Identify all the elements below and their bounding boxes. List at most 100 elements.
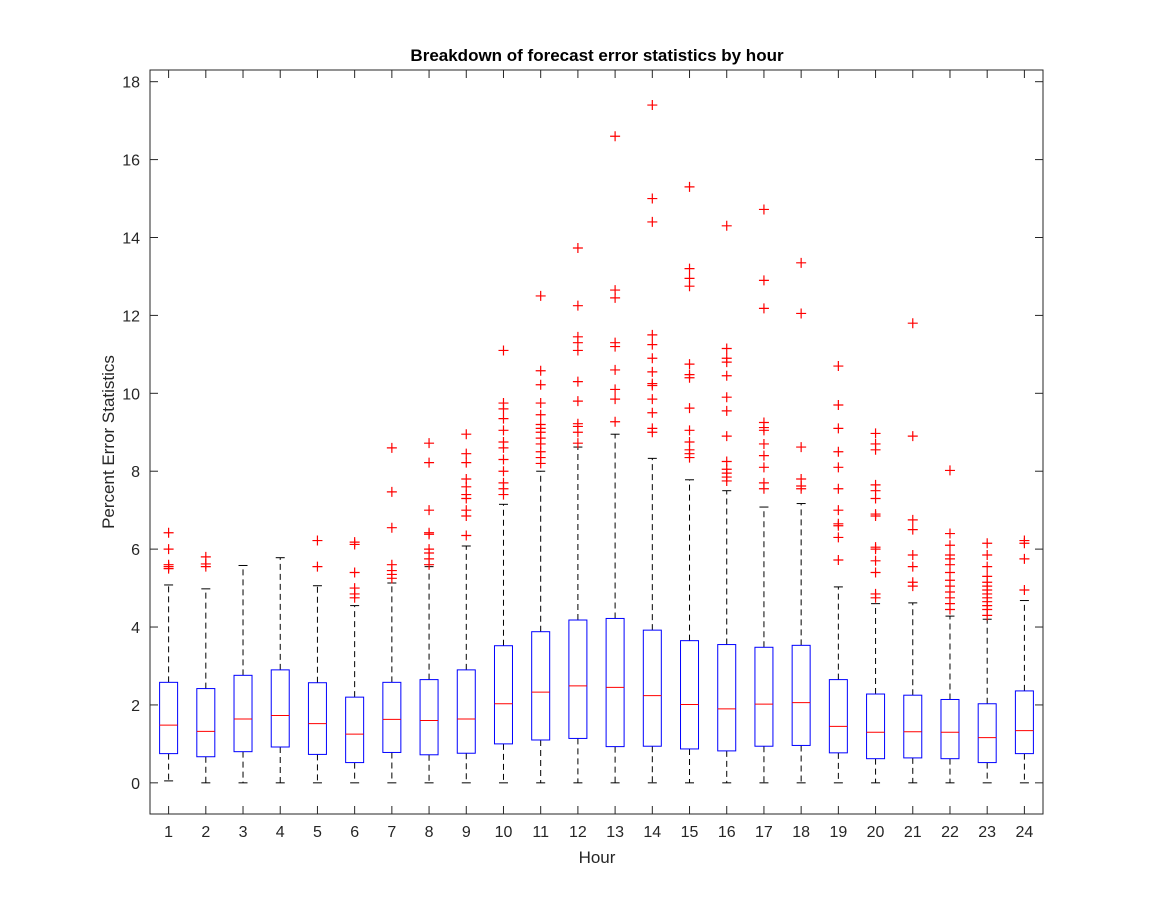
outlier-marker — [796, 308, 807, 319]
x-tick-label: 14 — [643, 824, 661, 841]
x-tick-label: 16 — [718, 824, 736, 841]
x-tick-label: 19 — [829, 824, 847, 841]
outlier-marker — [572, 438, 583, 449]
outlier-marker — [870, 479, 881, 490]
outlier-marker — [647, 100, 658, 111]
outlier-marker — [870, 428, 881, 439]
y-tick-label: 2 — [131, 698, 140, 715]
x-tick-label: 15 — [681, 824, 699, 841]
box-hour-9 — [456, 669, 476, 754]
outlier-marker — [944, 549, 955, 560]
outlier-marker — [944, 528, 955, 539]
box-hour-18 — [791, 644, 811, 746]
x-tick-label: 9 — [462, 824, 471, 841]
outlier-marker — [833, 361, 844, 372]
outlier-marker — [386, 442, 397, 453]
outlier-marker — [833, 555, 844, 566]
outlier-marker — [907, 514, 918, 525]
box-hour-14 — [642, 629, 662, 747]
x-tick-label: 7 — [387, 824, 396, 841]
outlier-marker — [758, 303, 769, 314]
outlier-marker — [647, 366, 658, 377]
outlier-marker — [907, 524, 918, 535]
outlier-marker — [833, 532, 844, 543]
outlier-marker — [944, 465, 955, 476]
box-hour-24 — [1014, 690, 1034, 755]
outlier-marker — [758, 477, 769, 488]
x-tick-label: 2 — [201, 824, 210, 841]
outlier-marker — [647, 394, 658, 405]
outlier-marker — [758, 417, 769, 428]
outlier-marker — [349, 583, 360, 594]
outlier-marker — [461, 457, 472, 468]
outlier-marker — [721, 353, 732, 364]
y-tick-label: 0 — [131, 776, 140, 793]
box-hour-8 — [419, 679, 439, 756]
outlier-marker — [610, 416, 621, 427]
outlier-marker — [982, 538, 993, 549]
outlier-marker — [833, 423, 844, 434]
outlier-marker — [498, 466, 509, 477]
x-tick-label: 24 — [1015, 824, 1033, 841]
outlier-marker — [647, 329, 658, 340]
outlier-marker — [498, 345, 509, 356]
outlier-marker — [870, 555, 881, 566]
outlier-marker — [758, 462, 769, 473]
outlier-marker — [833, 518, 844, 529]
outlier-marker — [610, 394, 621, 405]
outlier-marker — [833, 462, 844, 473]
outlier-marker — [907, 549, 918, 560]
outlier-marker — [721, 220, 732, 231]
box-hour-1 — [159, 681, 179, 755]
outlier-marker — [721, 370, 732, 381]
y-tick-label: 12 — [122, 308, 140, 325]
outlier-marker — [758, 450, 769, 461]
box-hour-15 — [680, 640, 700, 750]
y-tick-label: 4 — [131, 620, 140, 637]
outlier-marker — [907, 431, 918, 442]
outlier-marker — [796, 442, 807, 453]
outlier-marker — [796, 257, 807, 268]
axes-frame — [149, 69, 1044, 815]
outlier-marker — [870, 438, 881, 449]
outlier-marker — [907, 577, 918, 588]
x-tick-label: 3 — [239, 824, 248, 841]
outlier-marker — [163, 527, 174, 538]
outlier-marker — [498, 454, 509, 465]
outlier-marker — [424, 457, 435, 468]
outlier-marker — [424, 505, 435, 516]
outlier-marker — [200, 551, 211, 562]
outlier-marker — [572, 418, 583, 429]
outlier-marker — [498, 425, 509, 436]
outlier-marker — [535, 409, 546, 420]
outlier-marker — [1019, 553, 1030, 564]
outlier-marker — [833, 446, 844, 457]
outlier-marker — [610, 131, 621, 142]
outlier-marker — [461, 530, 472, 541]
box-hour-22 — [940, 698, 960, 760]
outlier-marker — [386, 486, 397, 497]
outlier-marker — [461, 474, 472, 485]
x-tick-label: 22 — [941, 824, 959, 841]
x-tick-label: 17 — [755, 824, 773, 841]
x-tick-label: 18 — [792, 824, 810, 841]
x-tick-label: 5 — [313, 824, 322, 841]
outlier-marker — [684, 369, 695, 380]
outlier-marker — [647, 378, 658, 389]
outlier-marker — [461, 505, 472, 516]
outlier-marker — [572, 300, 583, 311]
outlier-marker — [721, 405, 732, 416]
outlier-marker — [647, 339, 658, 350]
outlier-marker — [535, 398, 546, 409]
outlier-marker — [833, 483, 844, 494]
outlier-marker — [461, 448, 472, 459]
box-hour-12 — [568, 619, 588, 739]
outlier-marker — [163, 544, 174, 555]
x-axis-label: Hour — [579, 848, 616, 867]
outlier-marker — [982, 561, 993, 572]
outlier-marker — [907, 561, 918, 572]
x-tick-label: 13 — [606, 824, 624, 841]
x-tick-label: 4 — [276, 824, 285, 841]
outlier-marker — [610, 285, 621, 296]
